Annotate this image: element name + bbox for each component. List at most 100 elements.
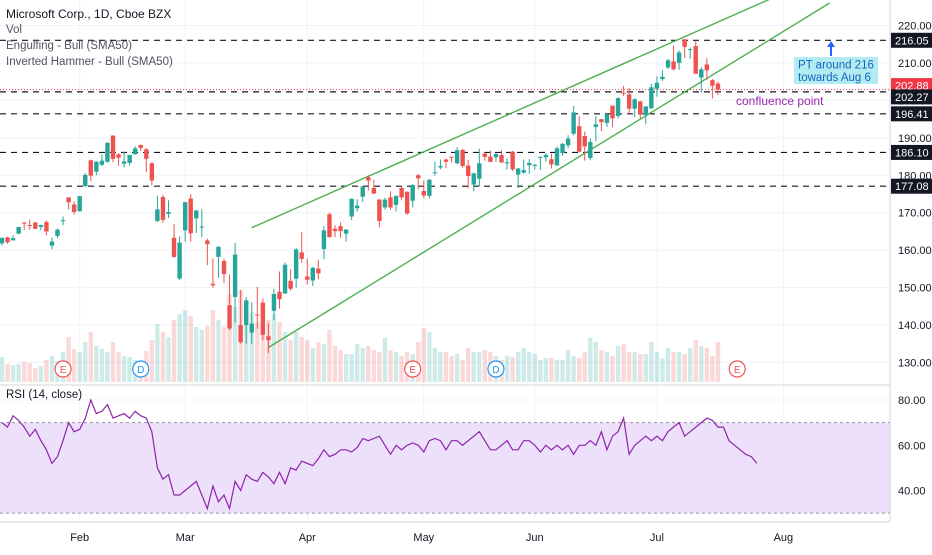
volume-bar	[299, 337, 304, 382]
candle-body	[427, 179, 432, 196]
candle-body	[88, 160, 93, 176]
candle-body	[654, 82, 660, 89]
volume-bar	[449, 356, 454, 382]
volume-bar	[293, 332, 299, 382]
candle-body	[194, 210, 199, 219]
candle-body	[382, 199, 388, 208]
volume-bar	[5, 364, 10, 382]
volume-bar	[33, 368, 38, 382]
volume-bar	[377, 352, 382, 382]
candle-body	[22, 222, 27, 224]
engulfing-indicator-label[interactable]: Engulfing - Bull (SMA50)	[6, 40, 132, 52]
candle-body	[44, 222, 49, 232]
volume-bar	[166, 337, 171, 382]
time-axis-tick: Aug	[774, 532, 794, 544]
volume-bar	[477, 352, 482, 382]
volume-bar	[371, 350, 377, 382]
candle-body	[33, 222, 38, 229]
candle-body	[710, 80, 715, 86]
price-tag-label: 202.27	[895, 92, 929, 104]
price-target-callout[interactable]	[794, 57, 878, 84]
candle-body	[610, 105, 615, 119]
candle-body	[588, 141, 593, 159]
candle-body	[599, 119, 604, 123]
volume-bar	[360, 348, 365, 382]
candle-body	[177, 242, 182, 279]
rsi-legend[interactable]: RSI (14, close)	[6, 389, 83, 401]
rsi-axis-tick: 80.00	[898, 395, 926, 407]
candle-body	[355, 205, 360, 209]
volume-bar	[382, 338, 388, 382]
candle-body	[482, 153, 488, 157]
volume-bar	[704, 348, 710, 382]
time-axis-tick: Jul	[650, 532, 664, 544]
price-target-line-2: towards Aug 6	[798, 72, 871, 84]
earnings-marker[interactable]: E	[404, 360, 422, 378]
channel-lower-line[interactable]	[268, 2, 830, 349]
volume-bar	[599, 350, 604, 382]
candle-body	[488, 156, 493, 162]
volume-bar	[638, 354, 643, 382]
candle-body	[171, 237, 177, 257]
candle-body	[38, 225, 44, 227]
volume-bar	[665, 348, 671, 382]
candle-body	[615, 98, 621, 117]
volume-bar	[660, 358, 665, 382]
price-axis-tick: 130.00	[898, 358, 932, 370]
volume-bar	[560, 360, 565, 382]
channel-upper-line[interactable]	[251, 0, 795, 229]
dividend-marker[interactable]: D	[132, 360, 150, 378]
volume-bar	[688, 348, 693, 382]
volume-bar	[149, 340, 155, 382]
event-marker-circle	[728, 360, 746, 378]
dividend-marker[interactable]: D	[487, 360, 505, 378]
volume-bar	[416, 342, 421, 382]
confluence-point-label[interactable]: confluence point	[736, 94, 824, 108]
volume-bar	[621, 344, 626, 382]
candle-body	[665, 60, 671, 68]
candle-body	[432, 172, 438, 174]
candle-body	[404, 191, 410, 214]
candle-body	[133, 148, 138, 155]
volume-bar	[255, 322, 260, 382]
volume-bar	[626, 352, 632, 382]
volume-bar	[577, 358, 582, 382]
volume-bar	[343, 354, 349, 382]
volume-bar	[349, 354, 354, 382]
volume-bar	[604, 352, 610, 382]
candle-body	[149, 163, 155, 181]
candle-body	[205, 240, 210, 245]
earnings-marker[interactable]: E	[728, 360, 746, 378]
level-price-tag	[891, 144, 932, 160]
volume-bar	[66, 337, 71, 382]
volume-bar	[227, 294, 232, 382]
event-marker-circle	[487, 360, 505, 378]
candle-body	[471, 173, 476, 185]
volume-bar	[504, 356, 510, 382]
volume-bar	[205, 326, 210, 382]
candle-body	[260, 302, 266, 335]
inverted-hammer-indicator-label[interactable]: Inverted Hammer - Bull (SMA50)	[6, 56, 173, 68]
earnings-marker[interactable]: E	[54, 360, 72, 378]
candle-body	[565, 138, 571, 146]
volume-bar	[615, 346, 621, 382]
volume-bar	[288, 340, 293, 382]
event-marker-label: E	[409, 365, 416, 376]
volume-bar	[282, 332, 288, 382]
volume-bar	[22, 362, 27, 382]
volume-bar	[105, 352, 110, 382]
volume-indicator-label[interactable]: Vol	[6, 24, 22, 36]
candle-body	[493, 153, 499, 158]
candle-body	[688, 49, 693, 51]
volume-bar	[454, 354, 460, 382]
symbol-title[interactable]: Microsoft Corp., 1D, Cboe BZX	[6, 7, 172, 21]
volume-bar	[271, 314, 277, 382]
volume-bar	[44, 360, 49, 382]
price-axis-tick: 210.00	[898, 58, 932, 70]
candle-body	[438, 165, 443, 168]
candle-body	[110, 135, 116, 159]
candle-body	[266, 336, 271, 341]
volume-bar	[16, 364, 21, 382]
candle-body	[515, 168, 521, 175]
volume-bar	[649, 342, 654, 382]
